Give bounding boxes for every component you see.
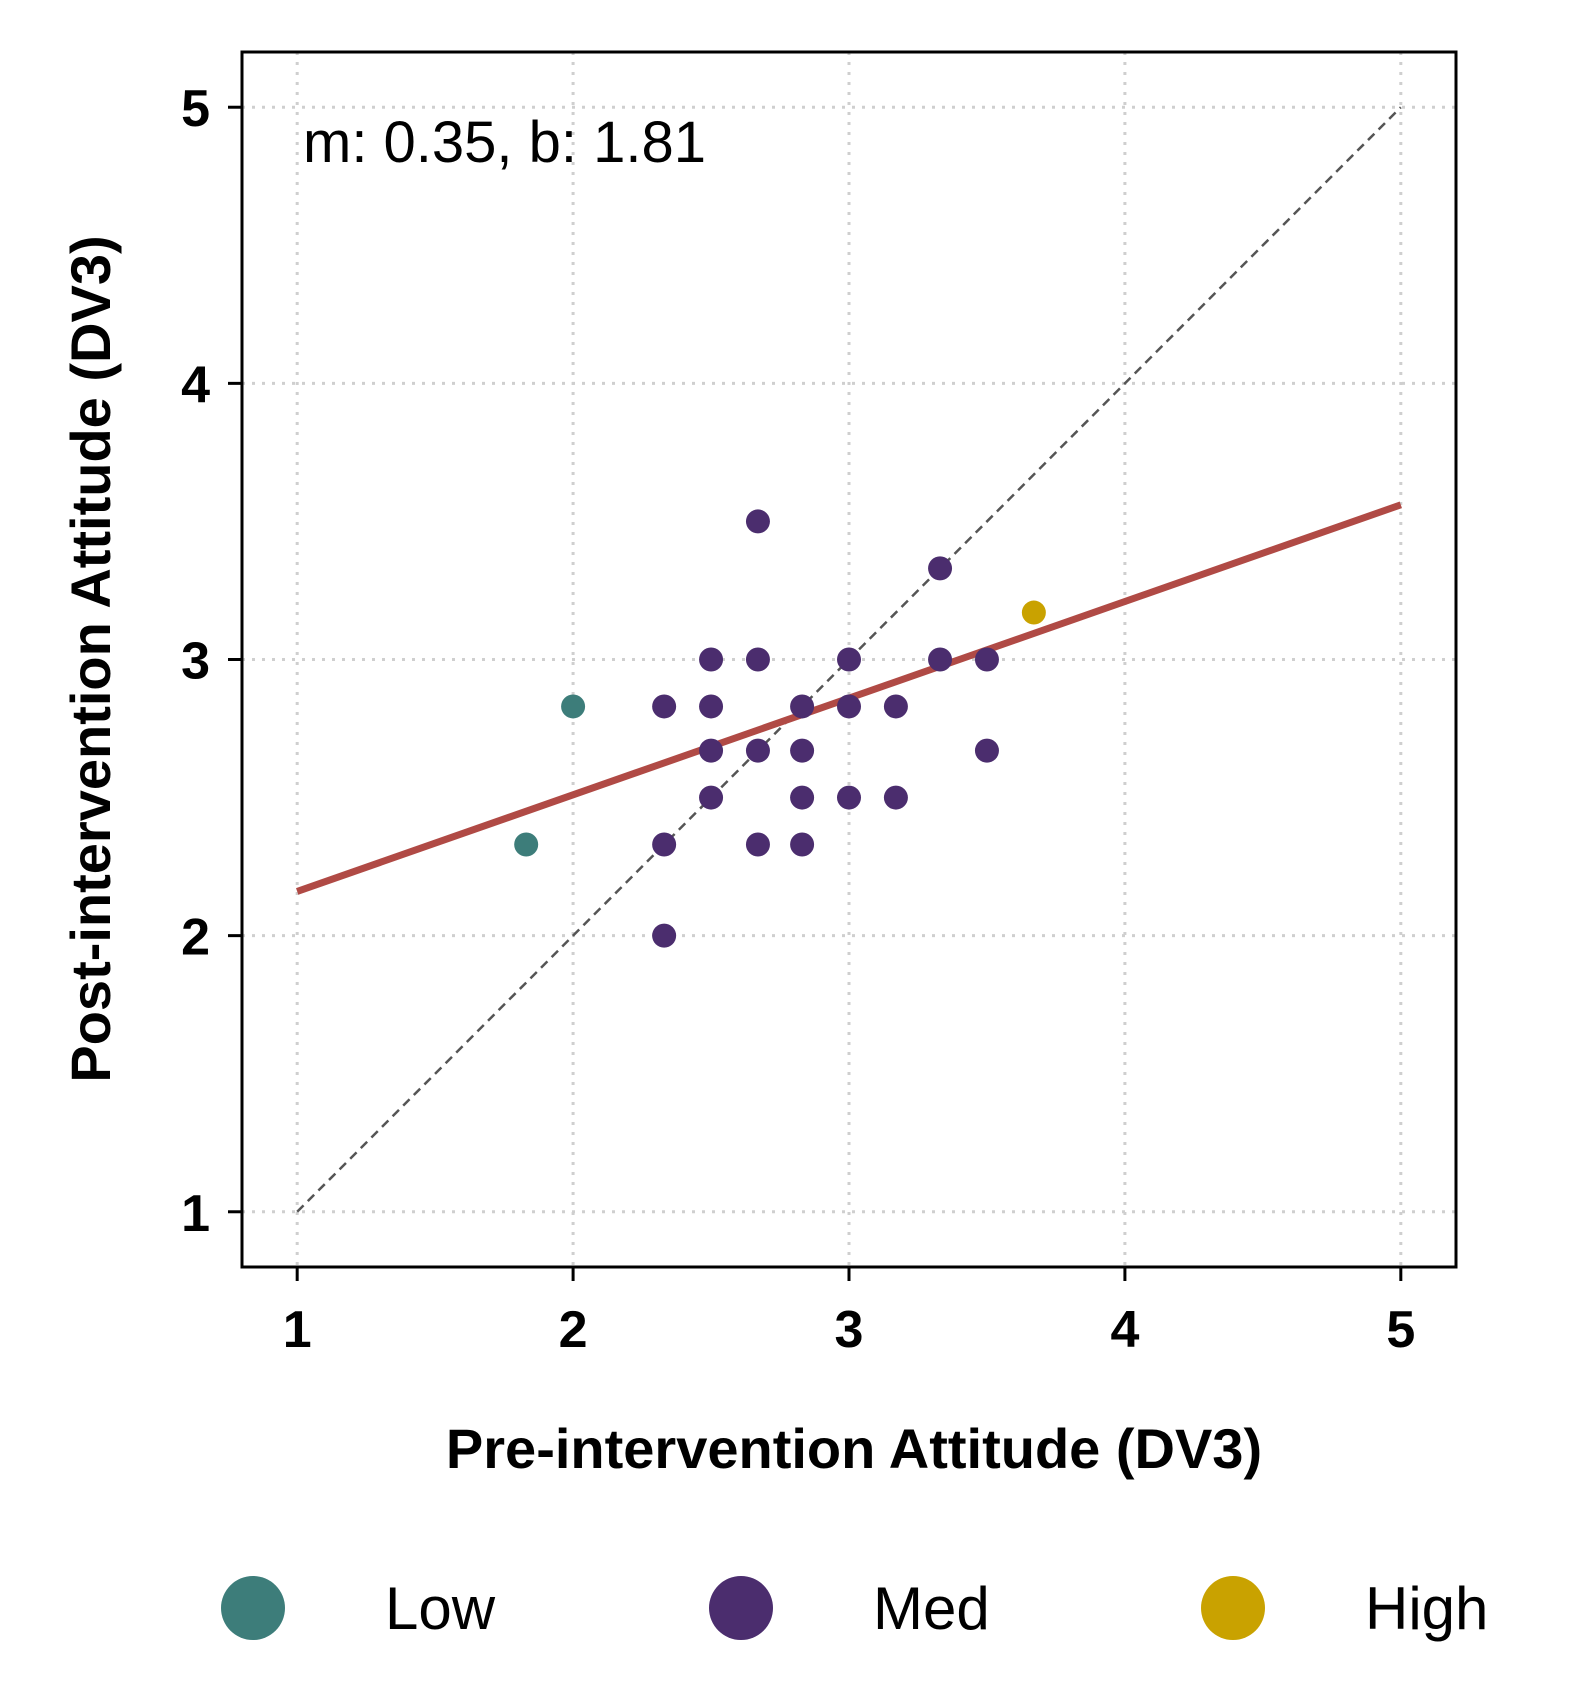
data-point-med	[790, 694, 815, 719]
axis-ticks: 1 2 3 4 5 1 2 3 4 5	[181, 80, 1415, 1359]
data-point-med	[837, 785, 861, 810]
data-point-low	[514, 832, 539, 857]
data-point-med	[652, 923, 677, 948]
data-point-med	[699, 647, 724, 672]
y-tick-label: 3	[181, 633, 210, 691]
x-tick-label: 1	[283, 1301, 312, 1359]
data-point-med	[974, 647, 999, 672]
x-tick-label: 5	[1386, 1301, 1415, 1359]
x-tick-label: 4	[1110, 1301, 1139, 1359]
data-points	[514, 509, 1046, 948]
y-tick-label: 1	[181, 1185, 210, 1243]
grid-lines	[242, 52, 1456, 1267]
data-point-med	[745, 647, 770, 672]
legend-marker-high	[1201, 1576, 1265, 1640]
data-point-med	[745, 738, 770, 763]
data-point-med	[883, 694, 908, 719]
y-tick-label: 4	[181, 356, 210, 414]
data-point-med	[790, 832, 815, 857]
data-point-low	[561, 694, 586, 719]
data-point-med	[837, 647, 861, 672]
legend: Low Med High	[221, 1575, 1488, 1642]
data-point-med	[652, 832, 677, 857]
data-point-med	[790, 738, 815, 763]
data-point-high	[1021, 600, 1046, 625]
legend-marker-med	[709, 1576, 773, 1640]
legend-marker-low	[221, 1576, 285, 1640]
data-point-med	[699, 694, 724, 719]
x-tick-label: 2	[559, 1301, 588, 1359]
x-tick-label: 3	[835, 1301, 864, 1359]
data-point-med	[928, 647, 953, 672]
data-point-med	[699, 738, 724, 763]
x-axis-title: Pre-intervention Attitude (DV3)	[446, 1417, 1262, 1480]
data-point-med	[652, 694, 677, 719]
y-axis-title: Post-intervention Attitude (DV3)	[59, 235, 122, 1082]
legend-label-high: High	[1365, 1575, 1488, 1642]
data-point-med	[745, 509, 770, 534]
data-point-med	[745, 832, 770, 857]
legend-label-low: Low	[385, 1575, 496, 1642]
y-tick-label: 2	[181, 909, 210, 967]
data-point-med	[699, 785, 724, 810]
y-tick-label: 5	[181, 80, 210, 138]
data-point-med	[837, 694, 861, 719]
data-point-med	[883, 785, 908, 810]
data-point-med	[790, 785, 815, 810]
legend-label-med: Med	[873, 1575, 990, 1642]
data-point-med	[974, 738, 999, 763]
fit-annotation: m: 0.35, b: 1.81	[303, 110, 706, 175]
data-point-med	[928, 556, 953, 581]
